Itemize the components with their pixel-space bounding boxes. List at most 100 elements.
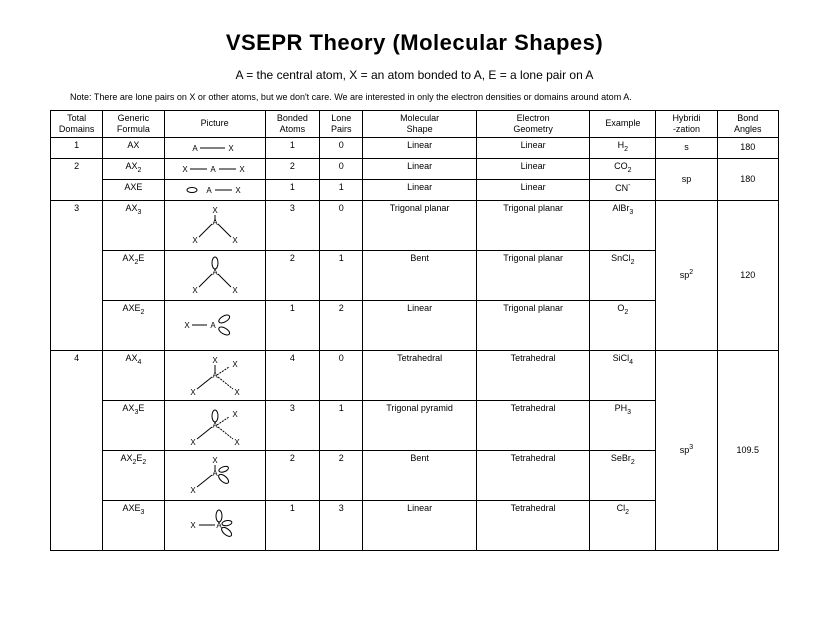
svg-text:X: X [192,236,198,245]
cell-example: PH3 [590,400,656,450]
cell-hybridization: sp2 [656,200,717,350]
svg-text:A: A [192,144,198,153]
cell-bond-angle: 109.5 [717,350,778,550]
table-row: 1AXAX10LinearLinearH2s180 [51,137,779,158]
cell-geometry: Tetrahedral [476,400,590,450]
table-row: 2AX2XAX20LinearLinearCO2sp180 [51,158,779,179]
cell-example: H2 [590,137,656,158]
cell-picture: XAXX [164,200,265,250]
cell-example: SiCl4 [590,350,656,400]
svg-text:X: X [232,410,238,419]
svg-text:A: A [212,371,218,380]
svg-text:A: A [212,469,218,478]
cell-shape: Linear [363,158,477,179]
cell-picture: AX [164,137,265,158]
column-header: BondedAtoms [265,111,320,138]
svg-text:X: X [190,438,196,447]
table-row: 4AX4XAXXX40TetrahedralTetrahedralSiCl4sp… [51,350,779,400]
cell-geometry: Tetrahedral [476,500,590,550]
cell-bonded: 2 [265,158,320,179]
svg-text:X: X [190,486,196,495]
cell-example: SeBr2 [590,450,656,500]
cell-bonded: 3 [265,200,320,250]
cell-geometry: Linear [476,179,590,200]
cell-shape: Linear [363,500,477,550]
cell-bonded: 2 [265,250,320,300]
cell-bonded: 4 [265,350,320,400]
cell-hybridization: s [656,137,717,158]
cell-picture: XAXXX [164,350,265,400]
cell-bond-angle: 120 [717,200,778,350]
cell-bonded: 1 [265,300,320,350]
svg-text:X: X [184,321,190,330]
cell-hybridization: sp3 [656,350,717,550]
cell-formula: AX [103,137,164,158]
cell-formula: AX2 [103,158,164,179]
column-header: LonePairs [320,111,363,138]
cell-lone: 1 [320,250,363,300]
cell-lone: 0 [320,158,363,179]
cell-shape: Tetrahedral [363,350,477,400]
cell-lone: 1 [320,179,363,200]
cell-lone: 0 [320,200,363,250]
svg-text:X: X [239,165,245,174]
cell-shape: Trigonal pyramid [363,400,477,450]
cell-formula: AX2E2 [103,450,164,500]
svg-text:X: X [235,186,241,195]
cell-formula: AX4 [103,350,164,400]
svg-text:X: X [234,438,240,447]
cell-bonded: 2 [265,450,320,500]
cell-shape: Bent [363,250,477,300]
cell-lone: 0 [320,137,363,158]
cell-shape: Bent [363,450,477,500]
cell-example: CO2 [590,158,656,179]
cell-formula: AX3 [103,200,164,250]
vsepr-table: TotalDomainsGenericFormulaPictureBondedA… [50,110,779,551]
svg-text:X: X [190,388,196,397]
svg-text:A: A [212,268,218,277]
cell-domains: 2 [51,158,103,200]
cell-example: AlBr3 [590,200,656,250]
cell-picture: AX [164,179,265,200]
cell-picture: XA [164,300,265,350]
cell-formula: AXE2 [103,300,164,350]
svg-text:A: A [212,218,218,227]
cell-picture: AX [164,500,265,550]
column-header: BondAngles [717,111,778,138]
cell-geometry: Trigonal planar [476,250,590,300]
svg-text:X: X [212,456,218,465]
cell-geometry: Linear [476,137,590,158]
cell-formula: AXE3 [103,500,164,550]
column-header: Hybridi-zation [656,111,717,138]
svg-text:A: A [212,421,218,430]
svg-text:A: A [206,186,212,195]
cell-example: SnCl2 [590,250,656,300]
table-header: TotalDomainsGenericFormulaPictureBondedA… [51,111,779,138]
cell-bonded: 1 [265,137,320,158]
column-header: GenericFormula [103,111,164,138]
cell-example: CN- [590,179,656,200]
cell-bond-angle: 180 [717,137,778,158]
cell-domains: 1 [51,137,103,158]
svg-text:X: X [192,286,198,295]
svg-text:X: X [232,286,238,295]
cell-picture: A X X [164,250,265,300]
cell-geometry: Tetrahedral [476,350,590,400]
cell-shape: Linear [363,300,477,350]
column-header: Picture [164,111,265,138]
column-header: Example [590,111,656,138]
column-header: TotalDomains [51,111,103,138]
cell-shape: Linear [363,179,477,200]
svg-text:X: X [228,144,234,153]
svg-text:X: X [232,236,238,245]
svg-text:A: A [210,321,216,330]
cell-bonded: 1 [265,500,320,550]
cell-lone: 2 [320,450,363,500]
cell-lone: 1 [320,400,363,450]
cell-geometry: Trigonal planar [476,300,590,350]
note-text: Note: There are lone pairs on X or other… [50,92,779,102]
cell-domains: 4 [51,350,103,550]
cell-lone: 2 [320,300,363,350]
svg-text:X: X [212,206,218,215]
cell-picture: A X X X [164,400,265,450]
